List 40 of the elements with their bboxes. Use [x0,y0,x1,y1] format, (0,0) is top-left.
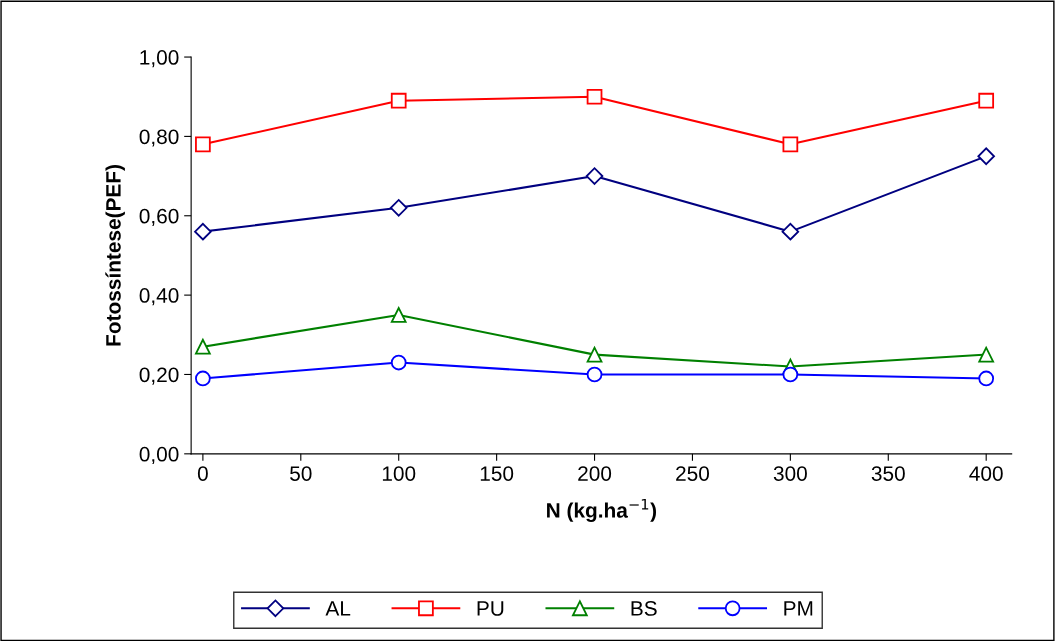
point [195,136,211,153]
legend-label: PM [784,601,813,616]
y-tick-label: 0,80 [139,129,179,147]
point [978,92,995,109]
y-tick-label: 0,60 [139,208,179,226]
y-tick-label: 0,20 [139,367,179,385]
point [977,147,995,166]
y-tick-label: 1,00 [140,50,179,68]
point [585,167,604,185]
y-tick-label: 0,40 [139,288,179,306]
x-axis-title: N (kg.ha$^{−1}$) [547,498,657,522]
legend-label: AL [325,601,351,616]
y-tick-label: 0,00 [139,446,179,465]
point [782,366,799,383]
x-tick-label: 50 [290,466,312,481]
x-tick-label: 200 [578,466,612,481]
y-axis-title: Fotossíntese(PEF) [105,165,125,346]
point [782,136,799,153]
x-tick-label: 400 [969,466,1003,481]
point [390,92,407,109]
point [978,370,995,387]
point [978,346,995,363]
x-tick-label: 300 [773,466,807,481]
point [586,346,603,363]
point [195,338,211,355]
point [586,366,603,383]
x-tick-label: 0 [197,466,208,481]
x-tick-label: 350 [871,466,905,481]
point [781,222,800,241]
x-tick-label: 250 [676,466,710,481]
point [194,222,212,241]
point [195,370,211,387]
point [586,88,603,105]
x-tick-label: 150 [480,466,514,481]
legend-label: BS [631,601,657,616]
x-tick-label: 100 [382,466,416,481]
point [389,199,408,217]
point [390,354,407,371]
point [390,307,407,323]
legend-label: PU [477,601,504,616]
